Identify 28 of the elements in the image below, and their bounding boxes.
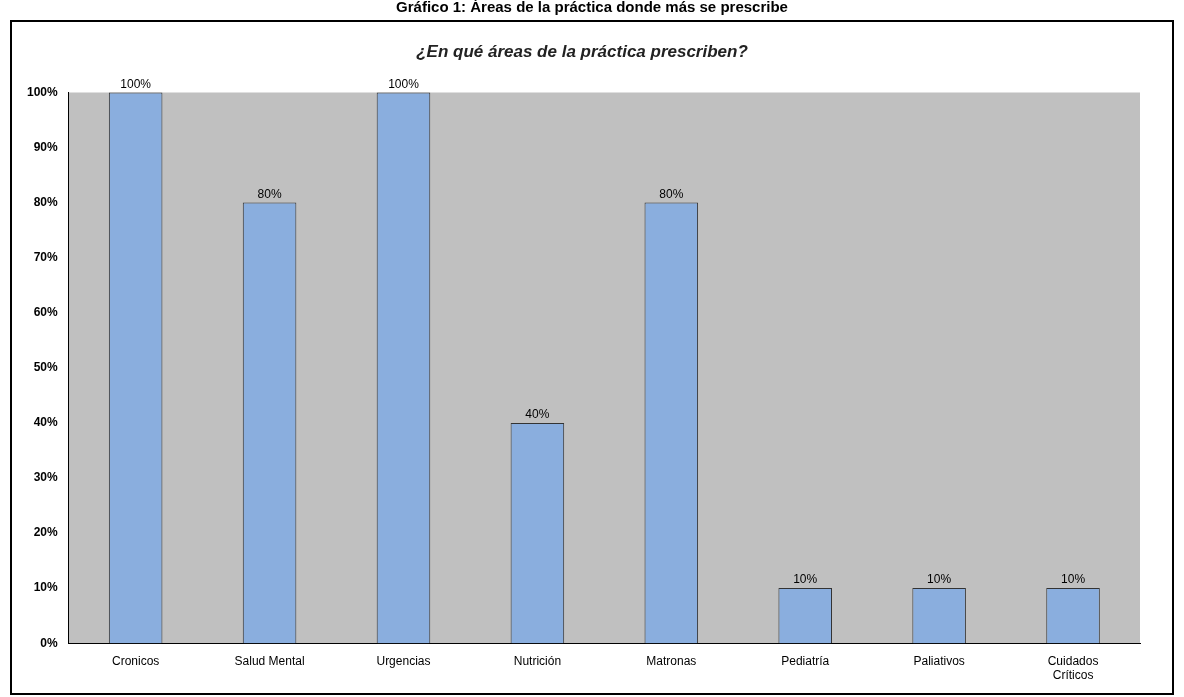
y-tick-label: 80% bbox=[33, 194, 59, 209]
y-tick-label: 40% bbox=[33, 415, 59, 430]
x-tick-label: Paliativos bbox=[913, 653, 965, 668]
y-tick-label: 30% bbox=[33, 470, 59, 485]
x-tick-label: Cuidados Críticos bbox=[1047, 653, 1099, 683]
y-tick-label: 70% bbox=[33, 249, 59, 264]
x-tick-label: Cronicos bbox=[111, 653, 160, 668]
x-tick-label: Pediatría bbox=[781, 653, 830, 668]
data-label: 100% bbox=[388, 76, 420, 91]
data-label: 100% bbox=[120, 76, 152, 91]
x-tick-label: Matronas bbox=[646, 653, 697, 668]
data-label: 80% bbox=[659, 186, 684, 201]
data-label: 80% bbox=[257, 186, 282, 201]
x-tick-label: Urgencias bbox=[376, 653, 431, 668]
data-label: 10% bbox=[793, 572, 818, 587]
y-tick-label: 50% bbox=[33, 360, 59, 375]
y-tick-label: 90% bbox=[33, 139, 59, 154]
data-label: 10% bbox=[927, 572, 952, 587]
data-label: 10% bbox=[1061, 572, 1086, 587]
x-tick-label: Salud Mental bbox=[234, 653, 305, 668]
y-tick-label: 20% bbox=[33, 525, 59, 540]
data-label: 40% bbox=[525, 407, 550, 422]
y-tick-label: 10% bbox=[33, 580, 59, 595]
y-tick-label: 100% bbox=[26, 84, 59, 99]
chart-subtitle: ¿En qué áreas de la práctica prescriben? bbox=[416, 41, 749, 61]
y-tick-label: 60% bbox=[33, 305, 59, 320]
y-tick-label: 0% bbox=[40, 635, 59, 650]
x-tick-label: Nutrición bbox=[513, 653, 562, 668]
